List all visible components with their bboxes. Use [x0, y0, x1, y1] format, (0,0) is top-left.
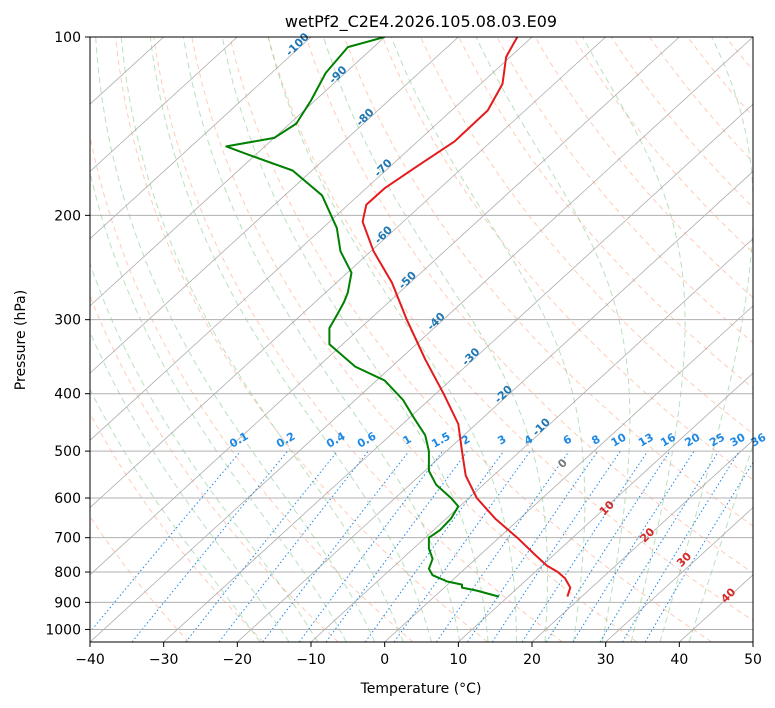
dry-adiabat-line: [229, 37, 712, 642]
mixing-ratio-line: [572, 450, 695, 642]
dry-adiabat-line: [496, 37, 753, 344]
x-axis-title: Temperature (°C): [360, 681, 482, 697]
isotherm-line: [90, 37, 533, 441]
dry-adiabat-line: [458, 37, 753, 389]
x-axis: −40 −30 −20 −10 0 10 20 30 40 50: [75, 642, 762, 668]
isotherm-line: [458, 372, 753, 642]
dry-adiabat-line: [90, 515, 190, 642]
isotherm-line: [90, 37, 753, 642]
x-tick-label: −30: [149, 652, 179, 668]
moist-adiabat-line: [582, 37, 686, 642]
moist-adiabat-line: [221, 37, 489, 642]
y-tick-label: 100: [54, 30, 81, 46]
dry-adiabat-line: [90, 294, 339, 642]
background-lines: [90, 37, 753, 642]
moist-adiabat-line: [323, 37, 548, 642]
mixing-ratio-line: [467, 450, 599, 642]
moist-adiabat-line: [90, 169, 347, 642]
moist-adiabat-line: [149, 37, 432, 642]
x-tick-label: −20: [223, 652, 253, 668]
isotherm-line: [310, 238, 753, 642]
temperature-profile-line: [361, 37, 572, 597]
x-tick-label: 20: [523, 652, 541, 668]
chart-title: wetPf2_C2E4.2026.105.08.03.E09: [285, 12, 557, 32]
mixing-ratio-line: [90, 450, 242, 633]
y-tick-label: 300: [54, 313, 81, 329]
profile-lines: [225, 37, 572, 598]
isotherm-line: [90, 37, 238, 172]
y-tick-label: 1000: [45, 622, 81, 638]
isotherm-line: [90, 37, 606, 509]
dry-adiabat-line: [267, 37, 753, 622]
y-tick-label: 200: [54, 208, 81, 224]
dry-adiabat-line: [343, 37, 753, 527]
y-tick-label: 900: [54, 595, 81, 611]
moist-adiabat-line: [90, 388, 261, 642]
dry-adiabat-line: [90, 412, 264, 642]
plot-frame: [89, 36, 754, 643]
y-axis-title: Pressure (hPa): [13, 290, 29, 390]
dry-adiabat-line: [115, 37, 488, 642]
moist-adiabat-line: [183, 37, 461, 642]
isotherm-line: [163, 103, 753, 642]
moist-adiabat-line: [120, 37, 404, 642]
mixing-ratio-line: [325, 450, 468, 642]
x-tick-label: 40: [670, 652, 688, 668]
mixing-ratio-line: [545, 450, 671, 642]
x-tick-label: −40: [75, 652, 105, 668]
mixing-ratio-line: [491, 450, 621, 642]
mixing-ratio-line: [435, 450, 570, 642]
moist-adiabat-line: [90, 330, 290, 642]
isotherm-line: [90, 37, 312, 240]
pressure-gridlines: [90, 37, 753, 630]
moist-adiabat-line: [390, 37, 586, 642]
mixing-ratio-line: [185, 450, 338, 642]
moist-adiabat-line: [688, 443, 753, 642]
isotherm-line: [237, 170, 753, 642]
mixing-ratio-line: [262, 450, 410, 642]
x-tick-label: 10: [449, 652, 467, 668]
dry-adiabat-line: [305, 37, 753, 574]
mixing-ratio-line: [621, 450, 740, 642]
moist-adiabat-line: [95, 37, 376, 642]
y-tick-label: 400: [54, 387, 81, 403]
mixing-ratio-line: [131, 450, 288, 642]
mixing-ratio-line: [364, 450, 505, 642]
isotherm-line: [605, 507, 753, 642]
mixing-ratio-labels: 0.1 0.2 0.4 0.6 1 1.5 2 3 4 6 8 10 13 16 20 25 30 36: [227, 429, 768, 450]
isotherm-line: [90, 37, 680, 576]
moist-adiabat-line: [90, 262, 319, 642]
y-tick-label: 800: [54, 565, 81, 581]
x-tick-label: 50: [744, 652, 762, 668]
dry-adiabat-line: [191, 37, 638, 642]
mixing-ratio-line: [393, 450, 531, 642]
mixing-ratio-line: [298, 450, 444, 642]
y-axis: 100 200 300 400 500 600 700 800 900 1000: [45, 30, 90, 638]
moist-adiabat-line: [475, 37, 631, 642]
moist-adiabat-line: [267, 37, 517, 642]
mixing-ratio-line: [521, 450, 649, 642]
moist-adiabat-line: [659, 37, 753, 642]
x-tick-label: 0: [380, 652, 389, 668]
x-tick-label: 30: [597, 652, 615, 668]
y-tick-label: 700: [54, 531, 81, 547]
isotherm-line: [531, 439, 753, 642]
dewpoint-profile-line: [225, 37, 500, 598]
x-tick-label: −10: [296, 652, 326, 668]
y-tick-label: 600: [54, 491, 81, 507]
isotherm-line: [384, 305, 753, 642]
dry-adiabat-line: [153, 37, 563, 642]
isotherm-line: [90, 37, 459, 374]
y-tick-label: 500: [54, 444, 81, 460]
